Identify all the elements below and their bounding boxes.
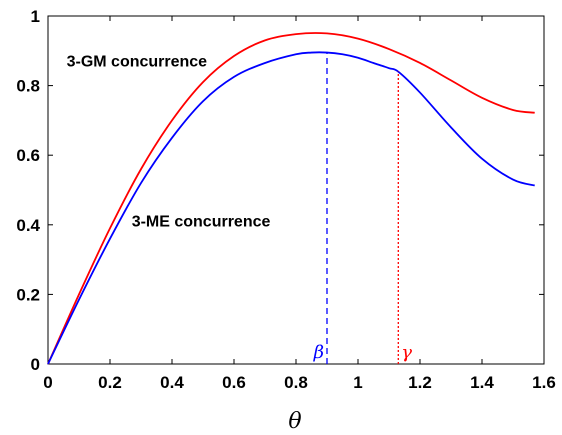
x-tick-label: 1.4 [470, 373, 494, 392]
y-tick-label: 0.8 [16, 77, 40, 96]
marker-label-gamma: γ [401, 342, 412, 363]
x-tick-label: 0.4 [160, 373, 184, 392]
series-line-3-me-concurrence [47, 51, 535, 365]
x-tick-label: 1.2 [408, 373, 432, 392]
x-tick-label: 0.8 [284, 373, 308, 392]
y-tick-label: 0.4 [16, 216, 40, 235]
marker-label-beta: β [313, 342, 324, 363]
x-tick-label: 1 [353, 373, 362, 392]
y-tick-label: 0 [31, 355, 40, 374]
x-axis-label: θ [288, 409, 301, 434]
x-tick-label: 1.6 [532, 373, 556, 392]
x-tick-label: 0.2 [98, 373, 122, 392]
annotation-gm: 3-GM concurrence [67, 53, 208, 70]
x-tick-label: 0 [43, 373, 52, 392]
y-tick-label: 0.6 [16, 146, 40, 165]
series-layer [47, 32, 535, 365]
plot-area [47, 15, 545, 365]
annotation-me: 3-ME concurrence [132, 214, 271, 231]
y-tick-label: 0.2 [16, 285, 40, 304]
annotation-layer: 3-GM concurrence 3-ME concurrence [67, 53, 271, 230]
series-line-3-gm-concurrence [47, 32, 535, 365]
y-tick-label: 1 [31, 7, 40, 26]
x-tick-label: 0.6 [222, 373, 246, 392]
axis-ticks: 0 0.2 0.4 0.6 0.8 1 1.2 1.4 1.6 0 0.2 0.4 0.6 0.8 1 [16, 7, 555, 392]
